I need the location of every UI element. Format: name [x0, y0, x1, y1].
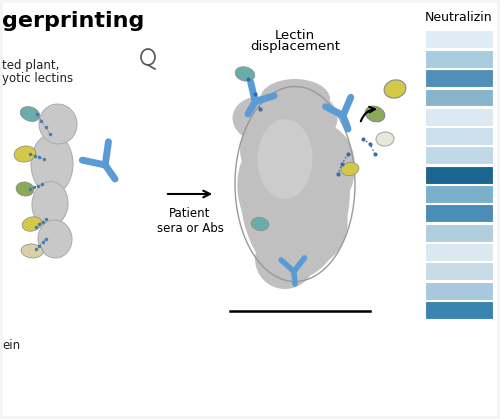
Bar	[425, 127, 493, 145]
Ellipse shape	[232, 96, 287, 142]
Bar	[425, 262, 493, 280]
Text: Patient
sera or Abs: Patient sera or Abs	[156, 207, 224, 235]
FancyArrowPatch shape	[361, 107, 375, 122]
FancyArrowPatch shape	[168, 191, 210, 197]
Bar	[425, 224, 493, 242]
Text: gerprinting: gerprinting	[2, 11, 144, 31]
Ellipse shape	[39, 104, 77, 144]
Ellipse shape	[258, 119, 312, 199]
Ellipse shape	[366, 106, 384, 122]
Ellipse shape	[272, 91, 338, 147]
Bar	[425, 243, 493, 261]
Text: ted plant,: ted plant,	[2, 59, 59, 72]
Ellipse shape	[240, 109, 320, 189]
Ellipse shape	[238, 139, 302, 239]
Ellipse shape	[240, 99, 350, 279]
Bar	[425, 69, 493, 87]
Bar	[425, 108, 493, 126]
Ellipse shape	[260, 79, 330, 119]
Bar	[425, 282, 493, 300]
Ellipse shape	[251, 217, 269, 230]
Ellipse shape	[31, 134, 73, 194]
Text: ein: ein	[2, 339, 20, 352]
Text: Lectin: Lectin	[275, 29, 315, 42]
Ellipse shape	[235, 67, 255, 81]
Text: displacement: displacement	[250, 40, 340, 53]
Ellipse shape	[285, 124, 355, 214]
Ellipse shape	[255, 229, 315, 289]
Ellipse shape	[272, 182, 347, 266]
Ellipse shape	[384, 80, 406, 98]
Text: Neutralizin: Neutralizin	[425, 11, 492, 24]
Ellipse shape	[20, 106, 40, 122]
Ellipse shape	[14, 146, 36, 162]
Ellipse shape	[22, 217, 42, 231]
Text: yotic lectins: yotic lectins	[2, 72, 73, 85]
Ellipse shape	[32, 181, 68, 226]
Ellipse shape	[21, 244, 43, 258]
Bar	[425, 301, 493, 319]
Bar	[425, 88, 493, 106]
Bar	[425, 31, 493, 48]
Ellipse shape	[376, 132, 394, 146]
Bar	[425, 185, 493, 203]
Bar	[425, 166, 493, 184]
Bar	[425, 147, 493, 164]
Ellipse shape	[341, 163, 359, 176]
Bar	[425, 50, 493, 67]
Ellipse shape	[38, 220, 72, 258]
Bar	[425, 204, 493, 222]
Ellipse shape	[16, 182, 34, 196]
